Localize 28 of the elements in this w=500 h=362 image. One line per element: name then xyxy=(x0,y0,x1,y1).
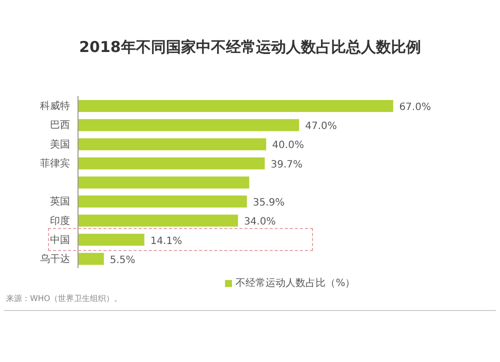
data-label: 39.7% xyxy=(270,159,303,170)
y-tick-label: 英国 xyxy=(50,196,70,208)
y-tick-label: 巴西 xyxy=(50,120,70,132)
bar xyxy=(78,176,250,188)
legend-label: 不经常运动人数占比（%） xyxy=(236,276,356,290)
data-label: 67.0% xyxy=(399,102,431,113)
y-tick-label: 美国 xyxy=(50,138,70,150)
bar xyxy=(78,138,266,150)
y-tick-label: 菲律宾 xyxy=(40,157,70,170)
source-note: 来源：WHO（世界卫生组织）。 xyxy=(6,293,122,304)
data-label: 14.1% xyxy=(150,236,182,247)
data-label: 47.0% xyxy=(305,121,337,132)
y-tick-label: 中国 xyxy=(50,234,70,246)
y-tick-label: 印度 xyxy=(50,214,70,227)
bar xyxy=(78,157,265,170)
bar xyxy=(78,100,394,112)
data-label: 35.9% xyxy=(252,198,285,209)
y-tick-label: 乌干达 xyxy=(40,252,70,265)
bar xyxy=(78,214,238,227)
y-tick-label: 科威特 xyxy=(40,100,70,112)
bar xyxy=(78,252,104,265)
bar xyxy=(78,234,144,246)
data-label: 5.5% xyxy=(110,254,136,266)
data-label: 40.0% xyxy=(272,140,304,152)
bar xyxy=(78,119,300,132)
chart-title: 2018年不同国家中不经常运动人数占比总人数比例 xyxy=(78,38,422,57)
data-label: 34.0% xyxy=(244,216,276,228)
bar xyxy=(78,196,247,208)
